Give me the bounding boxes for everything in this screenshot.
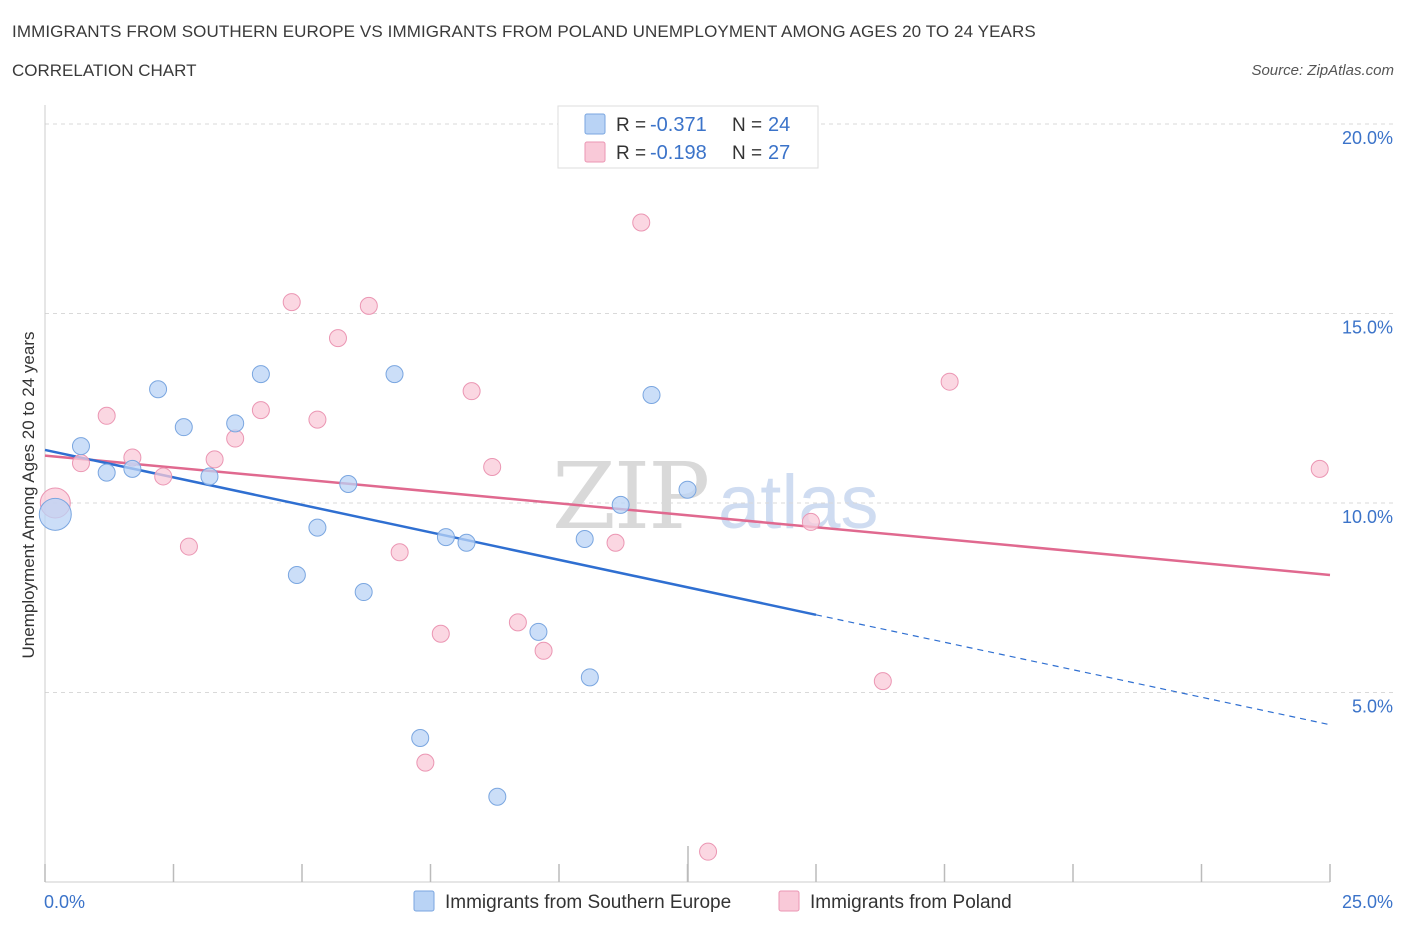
series-legend-swatch-southern-europe [413,890,435,912]
legend-n-value: 24 [768,114,790,136]
source-credit: Source: ZipAtlas.com [1251,62,1394,79]
legend-n-label: N = [732,143,762,164]
watermark: ZIP atlas [552,443,879,550]
x-tick-label-min: 0.0% [44,892,85,912]
point-poland [359,296,378,315]
point-poland [226,429,245,448]
point-southern-europe [339,475,358,494]
point-southern-europe [200,467,219,486]
point-southern-europe [488,787,507,806]
legend-r-value: -0.371 [650,114,707,136]
point-southern-europe [411,728,430,747]
y-tick-label: 15.0% [1342,317,1393,337]
point-southern-europe [457,533,476,552]
point-poland [179,537,198,556]
legend-r-value: -0.198 [650,142,707,164]
point-poland [328,329,347,348]
y-axis-label: Unemployment Among Ages 20 to 24 years [19,332,38,659]
x-tick-label-max: 25.0% [1342,892,1393,912]
point-poland [801,512,820,531]
series-legend-label-poland: Immigrants from Poland [810,892,1012,913]
legend: R = -0.371 N = 24 R = -0.198 N = 27 [557,105,819,169]
point-poland [71,454,90,473]
trend-line-southern-europe [44,448,817,617]
point-southern-europe [149,380,168,399]
point-southern-europe [529,622,548,641]
point-poland [462,382,481,401]
trend-line-southern-europe-extrapolated [815,614,1331,726]
legend-r-label: R = [616,143,646,164]
point-poland [483,457,502,476]
point-poland [205,450,224,469]
point-southern-europe [642,385,661,404]
point-southern-europe [123,459,142,478]
point-poland [282,293,301,312]
grid: 5.0% 10.0% 15.0% 20.0% [45,123,1393,716]
point-southern-europe [385,365,404,384]
point-southern-europe [71,437,90,456]
point-poland [940,372,959,391]
point-southern-europe [226,414,245,433]
point-southern-europe [678,480,697,499]
y-tick-label: 10.0% [1342,507,1393,527]
point-southern-europe [97,463,116,482]
point-poland [632,213,651,232]
point-poland [416,753,435,772]
chart-subtitle: CORRELATION CHART [12,61,197,80]
point-southern-europe [251,365,270,384]
point-poland [154,467,173,486]
trend-lines [44,448,1331,726]
trend-line-poland [44,454,1331,577]
point-poland [508,613,527,632]
legend-r-label: R = [616,115,646,136]
legend-swatch-southern-europe [584,113,606,135]
point-poland [606,533,625,552]
y-tick-label: 5.0% [1352,696,1393,716]
point-poland [431,624,450,643]
y-tick-label: 20.0% [1342,128,1393,148]
data-points [38,213,1329,861]
point-poland [873,672,892,691]
point-southern-europe [611,495,630,514]
legend-swatch-poland [584,141,606,163]
point-southern-europe [287,565,306,584]
series-legend: Immigrants from Southern Europe Immigran… [413,890,1012,913]
point-southern-europe [575,529,594,548]
point-poland [308,410,327,429]
point-poland [97,406,116,425]
point-poland [390,543,409,562]
point-poland [251,401,270,420]
point-southern-europe [38,497,72,531]
point-southern-europe [580,668,599,687]
legend-n-label: N = [732,115,762,136]
point-poland [1310,459,1329,478]
point-southern-europe [308,518,327,537]
point-southern-europe [436,528,455,547]
series-legend-label-southern-europe: Immigrants from Southern Europe [445,892,731,913]
series-legend-swatch-poland [778,890,800,912]
chart-title: IMMIGRANTS FROM SOUTHERN EUROPE VS IMMIG… [12,22,1036,41]
point-southern-europe [354,583,373,602]
point-southern-europe [174,418,193,437]
point-poland [699,842,718,861]
legend-n-value: 27 [768,142,790,164]
point-poland [534,641,553,660]
